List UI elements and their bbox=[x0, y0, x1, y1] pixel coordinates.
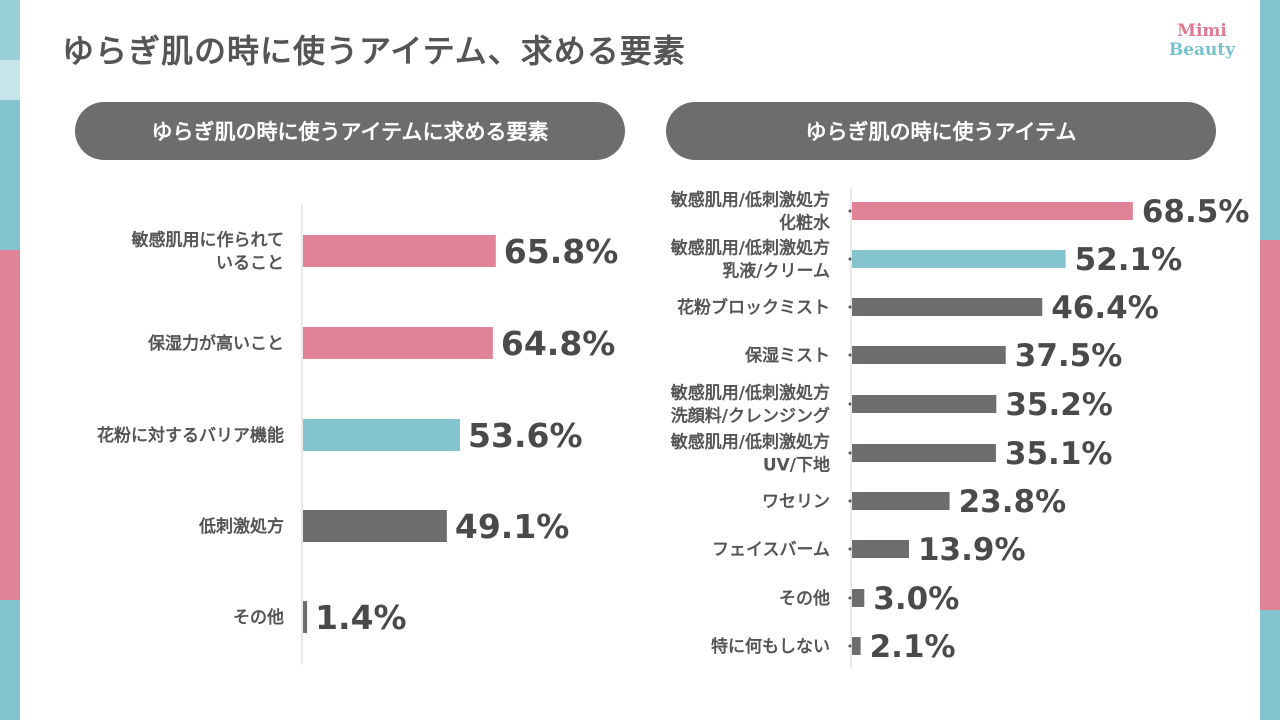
right-chart-value-label: 52.1% bbox=[1075, 242, 1183, 278]
right-chart-category-label: UV/下地 bbox=[763, 455, 830, 476]
right-chart-category-label: 特に何もしない bbox=[711, 636, 830, 657]
left-chart-value-label: 64.8% bbox=[501, 324, 616, 363]
right-chart-tick-dot bbox=[848, 209, 852, 213]
right-chart-title: ゆらぎ肌の時に使うアイテム bbox=[666, 102, 1216, 160]
right-chart-category-label: 敏感肌用/低刺激処方 bbox=[670, 238, 830, 259]
right-chart-bar bbox=[852, 492, 950, 510]
right-chart-category-label: 敏感肌用/低刺激処方 bbox=[670, 432, 830, 453]
left-chart-category-label: いること bbox=[216, 254, 284, 274]
left-chart-bar bbox=[303, 235, 496, 267]
right-chart-bar bbox=[852, 250, 1066, 268]
right-chart-tick-dot bbox=[848, 596, 852, 600]
right-chart-value-label: 68.5% bbox=[1142, 194, 1250, 230]
right-chart-bar bbox=[852, 444, 996, 462]
right-chart-value-label: 2.1% bbox=[870, 629, 956, 665]
left-chart-bar bbox=[303, 601, 308, 633]
left-chart-category-label: 保湿力が高いこと bbox=[147, 333, 284, 354]
right-chart-tick-dot bbox=[848, 499, 852, 503]
right-chart-category-label: 敏感肌用/低刺激処方 bbox=[670, 190, 830, 211]
right-chart-tick-dot bbox=[848, 257, 852, 261]
right-chart-category-label: 乳液/クリーム bbox=[722, 261, 830, 282]
right-chart-tick-dot bbox=[848, 644, 852, 648]
right-chart-bar bbox=[852, 589, 865, 607]
right-chart-value-label: 35.1% bbox=[1005, 436, 1113, 472]
right-chart-value-label: 23.8% bbox=[959, 484, 1067, 520]
left-chart-value-label: 1.4% bbox=[315, 598, 407, 637]
left-chart-value-label: 65.8% bbox=[504, 232, 619, 271]
right-chart-tick-dot bbox=[848, 305, 852, 309]
left-decor-stripe bbox=[0, 0, 20, 720]
right-chart-value-label: 35.2% bbox=[1005, 387, 1113, 423]
right-chart-tick-dot bbox=[848, 402, 852, 406]
left-chart-category-label: 敏感肌用に作られて bbox=[131, 230, 285, 251]
left-chart-category-label: その他 bbox=[233, 607, 284, 628]
right-chart-category-label: 保湿ミスト bbox=[744, 345, 830, 366]
left-chart-bar bbox=[303, 327, 493, 359]
right-chart-bar bbox=[852, 202, 1133, 220]
left-chart-value-label: 49.1% bbox=[455, 507, 570, 546]
left-chart-category-label: 花粉に対するバリア機能 bbox=[97, 425, 284, 446]
right-chart-bar bbox=[852, 346, 1006, 364]
left-chart-bar bbox=[303, 419, 461, 451]
right-chart-value-label: 3.0% bbox=[873, 581, 959, 617]
right-chart-tick-dot bbox=[848, 353, 852, 357]
left-chart-value-label: 53.6% bbox=[468, 416, 582, 455]
right-chart-category-label: 洗顔料/クレンジング bbox=[671, 406, 830, 427]
logo-line2: Beauty bbox=[1168, 40, 1236, 60]
right-chart-category-label: 化粧水 bbox=[779, 213, 831, 234]
right-chart-category-label: フェイスバーム bbox=[712, 540, 830, 560]
right-chart-bar bbox=[852, 637, 861, 655]
right-chart-value-label: 13.9% bbox=[918, 532, 1026, 568]
right-chart-category-label: 敏感肌用/低刺激処方 bbox=[670, 383, 830, 404]
left-chart-bar bbox=[303, 510, 447, 542]
brand-logo: Mimi Beauty bbox=[1162, 22, 1242, 60]
right-chart-bar bbox=[852, 298, 1043, 316]
page-title: ゆらぎ肌の時に使うアイテム、求める要素 bbox=[62, 32, 686, 70]
right-chart-tick-dot bbox=[848, 451, 852, 455]
right-chart-category-label: ワセリン bbox=[762, 492, 830, 512]
right-chart-category-label: その他 bbox=[779, 588, 830, 609]
right-chart-value-label: 37.5% bbox=[1015, 338, 1123, 374]
left-chart-category-label: 低刺激処方 bbox=[198, 516, 284, 537]
right-chart-category-label: 花粉ブロックミスト bbox=[677, 297, 830, 318]
logo-line1: Mimi bbox=[1177, 21, 1227, 41]
right-decor-stripe bbox=[1260, 0, 1280, 720]
right-chart-bar bbox=[852, 540, 909, 558]
right-chart-tick-dot bbox=[848, 547, 852, 551]
right-chart-bar bbox=[852, 395, 997, 413]
right-chart-value-label: 46.4% bbox=[1051, 290, 1159, 326]
left-chart-title: ゆらぎ肌の時に使うアイテムに求める要素 bbox=[75, 102, 625, 160]
